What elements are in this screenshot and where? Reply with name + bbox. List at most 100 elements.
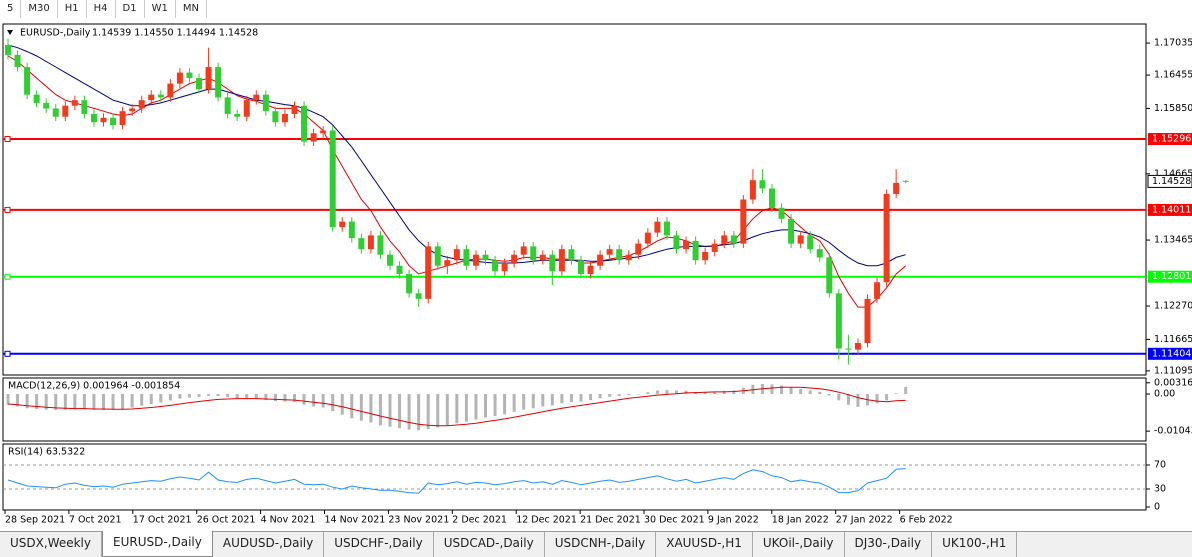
macd-bar	[378, 394, 382, 426]
macd-bar	[321, 394, 325, 408]
candle-body	[329, 130, 336, 228]
chart-tab[interactable]: EURUSD-,Daily	[102, 531, 213, 557]
title-arrow	[7, 30, 13, 35]
macd-bar	[359, 394, 363, 421]
timeframe-button[interactable]: 5	[0, 0, 22, 18]
timeframe-button[interactable]: M30	[21, 0, 58, 18]
level-price-label: 1.14011	[1152, 204, 1191, 215]
macd-bar	[636, 394, 640, 395]
panel-frame	[2, 377, 1147, 442]
macd-bar	[550, 394, 554, 406]
y-tick-label: 1.12270	[1154, 301, 1192, 312]
candle-body	[444, 260, 451, 266]
candle-body	[119, 111, 126, 125]
timeframe-button[interactable]: D1	[116, 0, 145, 18]
macd-bar	[207, 394, 211, 396]
candle-body	[902, 180, 909, 182]
macd-bar	[875, 394, 879, 404]
last-price-label: 1.14528	[1152, 176, 1191, 187]
macd-bar	[770, 384, 774, 395]
candle-body	[434, 246, 441, 266]
candle-body	[167, 83, 174, 98]
level-anchor	[4, 350, 11, 357]
x-tick-label: 9 Jan 2022	[708, 515, 759, 526]
chart-tab[interactable]: USDCNH-,Daily	[545, 532, 657, 557]
candle-body	[807, 235, 814, 250]
macd-bar	[808, 390, 812, 395]
candle-body	[501, 262, 508, 272]
macd-bar	[197, 394, 201, 397]
candle-body	[482, 254, 489, 261]
candle-body	[310, 133, 317, 142]
chart-tab[interactable]: USDCAD-,Daily	[434, 532, 545, 557]
macd-bar	[722, 390, 726, 395]
x-tick-label: 27 Jan 2022	[836, 515, 893, 526]
y-tick-label: 0.00	[1154, 389, 1175, 400]
x-tick-label: 17 Oct 2021	[133, 515, 192, 526]
macd-bar	[102, 394, 105, 411]
chart-tab[interactable]: DJ30-,Daily	[845, 532, 933, 557]
macd-bar	[6, 394, 10, 405]
y-tick-label: -0.01043	[1154, 426, 1192, 437]
candle-body	[301, 105, 308, 142]
macd-bar	[54, 394, 58, 411]
y-tick-label: 70	[1154, 460, 1166, 471]
last-price-box	[1147, 174, 1192, 188]
chart-tab[interactable]: UKOil-,Daily	[753, 532, 845, 557]
level-price-label: 1.15296	[1152, 134, 1191, 145]
timeframe-button[interactable]: W1	[145, 0, 176, 18]
chart-tabs: USDX,Weekly EURUSD-,Daily AUDUSD-,Daily USD…	[0, 531, 1192, 557]
macd-bar	[703, 391, 707, 395]
timeframe-button[interactable]: H4	[87, 0, 116, 18]
chart-tab[interactable]: UK100-,H1	[932, 532, 1018, 557]
candle-body	[778, 207, 785, 219]
candle-body	[530, 246, 537, 261]
candle-body	[52, 108, 59, 117]
candle-body	[625, 254, 632, 261]
chart-tab[interactable]: AUDUSD-,Daily	[213, 532, 325, 557]
timeframe-button[interactable]: MN	[176, 0, 207, 18]
candle-body	[224, 97, 231, 114]
indicator-title: RSI(14) 63.5322	[8, 447, 85, 458]
candle-body	[511, 254, 518, 263]
candle-body	[5, 44, 11, 55]
x-tick-label: 12 Dec 2021	[516, 515, 577, 526]
macd-bar	[312, 394, 316, 407]
macd-bar	[818, 391, 822, 395]
candle-body	[367, 235, 374, 250]
macd-bar	[455, 394, 459, 424]
chart-tab[interactable]: USDX,Weekly	[0, 532, 102, 557]
candle-body	[253, 94, 260, 101]
x-tick-label: 4 Nov 2021	[261, 515, 316, 526]
macd-bar	[168, 394, 172, 401]
candle-body	[864, 298, 871, 343]
x-tick-label: 18 Jan 2022	[772, 515, 829, 526]
macd-bar	[92, 394, 96, 410]
macd-bar	[111, 394, 115, 410]
level-anchor	[4, 206, 11, 213]
macd-bar	[780, 385, 784, 395]
candle-body	[558, 249, 565, 272]
candle-body	[320, 130, 327, 134]
level-anchor	[4, 136, 11, 143]
candle-body	[272, 111, 279, 123]
candle-body	[415, 293, 422, 299]
macd-bar	[464, 394, 468, 422]
level-price-box	[1148, 133, 1192, 146]
candle-body	[826, 257, 833, 294]
candle-body	[24, 67, 31, 95]
macd-bar	[73, 394, 77, 410]
chart-tab[interactable]: XAUUSD-,H1	[656, 532, 753, 557]
timeframe-button[interactable]: H1	[58, 0, 87, 18]
y-tick-label: 1.15850	[1154, 103, 1192, 114]
candle-body	[396, 265, 403, 275]
candle-body	[692, 240, 699, 261]
macd-bar	[398, 394, 402, 429]
candle-body	[702, 251, 709, 261]
macd-bar	[894, 393, 898, 395]
chart-tab[interactable]: USDCHF-,Daily	[324, 532, 434, 557]
macd-bar	[904, 386, 908, 395]
macd-bar	[789, 387, 793, 395]
candle-body	[721, 235, 728, 244]
macd-bar	[140, 394, 144, 406]
